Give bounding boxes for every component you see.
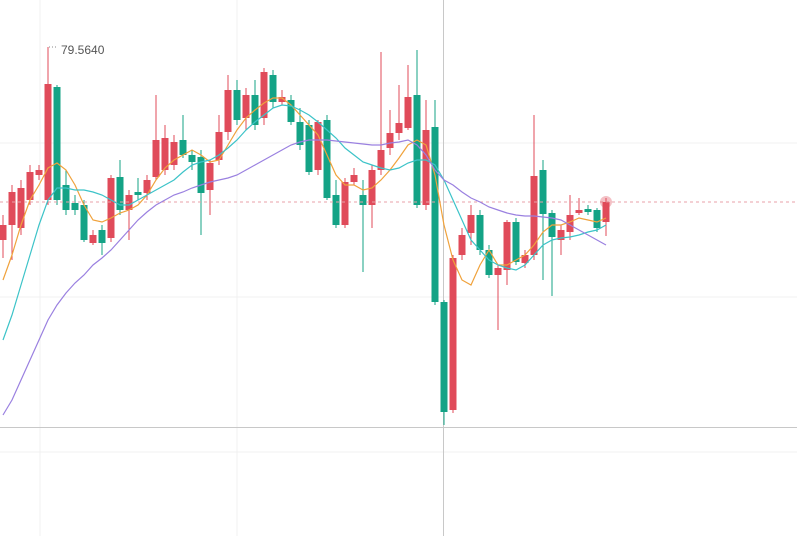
- candle-body: [539, 170, 547, 214]
- candle-body: [341, 182, 349, 225]
- candle-body: [503, 222, 511, 270]
- candle-body: [215, 132, 223, 160]
- candle-body: [242, 95, 250, 118]
- candle-body: [431, 127, 439, 302]
- candle-body: [44, 84, 52, 200]
- candle-body: [575, 210, 583, 213]
- candle-body: [584, 209, 592, 212]
- max-label: 79.5640: [61, 43, 105, 57]
- candle-body: [323, 120, 331, 198]
- candle-body: [485, 250, 493, 275]
- last-price-glow: [600, 196, 612, 208]
- candle-body: [224, 90, 232, 132]
- candle-body: [404, 97, 412, 128]
- candle-body: [107, 178, 115, 238]
- candle-body: [278, 97, 286, 102]
- candle-body: [260, 72, 268, 118]
- moving-average-line: [2, 139, 607, 416]
- candle-body: [395, 123, 403, 133]
- moving-average-line: [2, 97, 607, 286]
- candle-body: [350, 175, 358, 182]
- candle-body: [152, 140, 160, 177]
- candle-body: [332, 195, 340, 225]
- candles: [0, 47, 797, 425]
- candle-body: [170, 142, 178, 165]
- candle-body: [440, 302, 448, 412]
- candle-body: [602, 202, 610, 222]
- candle-body: [80, 205, 88, 240]
- candle-body: [269, 75, 277, 102]
- candle-body: [449, 258, 457, 410]
- candle-body: [26, 172, 34, 200]
- candle-body: [143, 180, 151, 193]
- candle-body: [476, 215, 484, 250]
- candle-body: [377, 150, 385, 170]
- moving-averages: [2, 97, 607, 416]
- candle-body: [197, 157, 205, 193]
- candle-body: [593, 210, 601, 228]
- candle-body: [359, 195, 367, 205]
- candle-body: [422, 130, 430, 205]
- candle-body: [458, 235, 466, 255]
- candle-body: [206, 163, 214, 190]
- candle-body: [521, 255, 529, 263]
- candle-body: [188, 155, 196, 162]
- candle-body: [98, 230, 106, 243]
- candle-body: [35, 170, 43, 175]
- candle-body: [494, 268, 502, 275]
- candle-body: [62, 185, 70, 210]
- candle-body: [512, 222, 520, 262]
- candle-body: [53, 87, 61, 200]
- candle-body: [296, 122, 304, 145]
- candle-body: [386, 133, 394, 148]
- candle-body: [557, 230, 565, 240]
- candle-body: [314, 122, 322, 170]
- candle-body: [287, 100, 295, 122]
- candle-body: [17, 188, 25, 228]
- candle-body: [161, 138, 169, 170]
- candle-body: [8, 192, 16, 225]
- candle-body: [467, 215, 475, 233]
- candle-body: [179, 140, 187, 155]
- candle-body: [233, 90, 241, 120]
- candle-body: [566, 215, 574, 232]
- candle-body: [71, 203, 79, 210]
- candle-body: [0, 225, 7, 240]
- candle-body: [116, 177, 124, 210]
- moving-average-line: [2, 104, 607, 341]
- candle-body: [413, 95, 421, 205]
- candle-body: [134, 192, 142, 195]
- candle-body: [89, 235, 97, 243]
- candle-body: [305, 125, 313, 172]
